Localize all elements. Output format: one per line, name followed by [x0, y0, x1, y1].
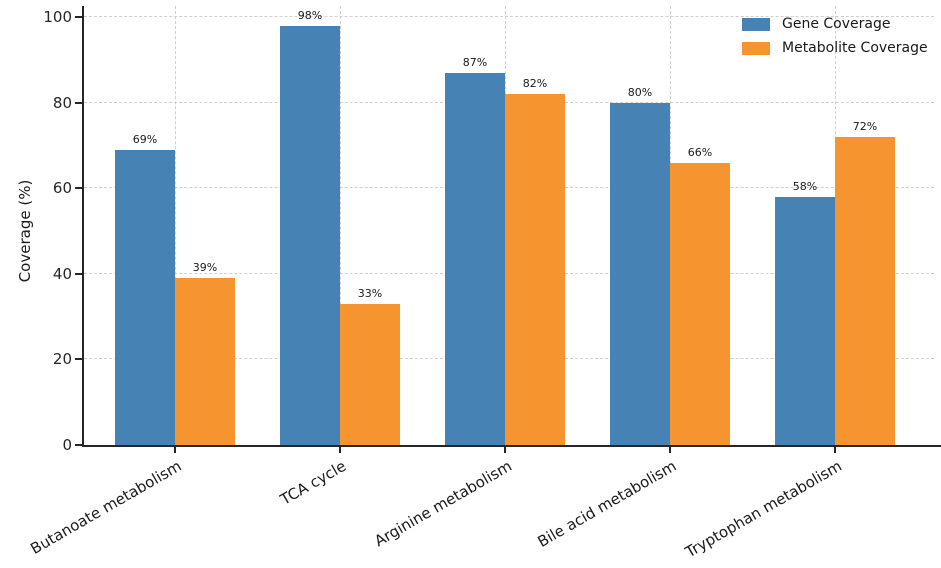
y-tick	[75, 101, 82, 104]
y-tick	[75, 358, 82, 361]
bar-value-label: 58%	[792, 179, 818, 193]
legend-label: Metabolite Coverage	[782, 40, 928, 56]
x-tick	[339, 447, 341, 453]
y-tick	[75, 444, 82, 446]
bar	[115, 149, 175, 445]
legend-item: Metabolite Coverage	[742, 40, 928, 57]
left-spine	[82, 6, 84, 447]
bar	[340, 303, 400, 445]
y-tick-label: 100	[43, 8, 72, 27]
bar	[775, 196, 835, 445]
x-tick-label-wrap: Tryptophan metabolism	[435, 456, 845, 561]
bar	[610, 102, 670, 445]
plot-area: 69% 98% 87% 80% 58% 39% 33% 82% 66% 72%	[84, 6, 934, 445]
y-tick-label: 20	[52, 350, 72, 369]
bar-value-label: 69%	[132, 132, 158, 146]
bar-value-label: 66%	[687, 145, 713, 159]
bar	[670, 162, 730, 445]
y-tick	[75, 187, 82, 190]
bar-value-label: 87%	[462, 55, 488, 69]
legend: Gene Coverage Metabolite Coverage	[742, 16, 928, 64]
v-gridline	[175, 6, 176, 445]
x-tick-label: Tryptophan metabolism	[681, 456, 845, 562]
y-tick	[75, 16, 82, 19]
bar-value-label: 80%	[627, 85, 653, 99]
legend-swatch	[742, 18, 770, 31]
y-tick	[75, 272, 82, 275]
x-tick	[174, 447, 176, 453]
bar-value-label: 82%	[522, 77, 548, 91]
legend-swatch	[742, 42, 770, 55]
y-tick-label: 0	[62, 436, 72, 454]
x-tick	[669, 447, 671, 453]
bar	[835, 136, 895, 445]
x-tick	[504, 447, 506, 453]
bar-value-label: 98%	[297, 8, 323, 22]
bar	[445, 72, 505, 445]
bar	[175, 278, 235, 445]
h-gridline	[84, 16, 934, 18]
y-tick-label: 80	[52, 93, 72, 112]
bar-value-label: 39%	[192, 261, 218, 275]
legend-item: Gene Coverage	[742, 16, 928, 33]
y-tick-label: 60	[52, 179, 72, 198]
legend-label: Gene Coverage	[782, 16, 891, 32]
bar	[280, 25, 340, 445]
y-tick-label: 40	[52, 264, 72, 283]
x-tick	[834, 447, 836, 453]
bottom-spine	[82, 445, 941, 447]
bar-value-label: 72%	[852, 119, 878, 133]
bar-value-label: 33%	[357, 286, 383, 300]
v-gridline	[340, 6, 341, 445]
bar	[505, 94, 565, 445]
